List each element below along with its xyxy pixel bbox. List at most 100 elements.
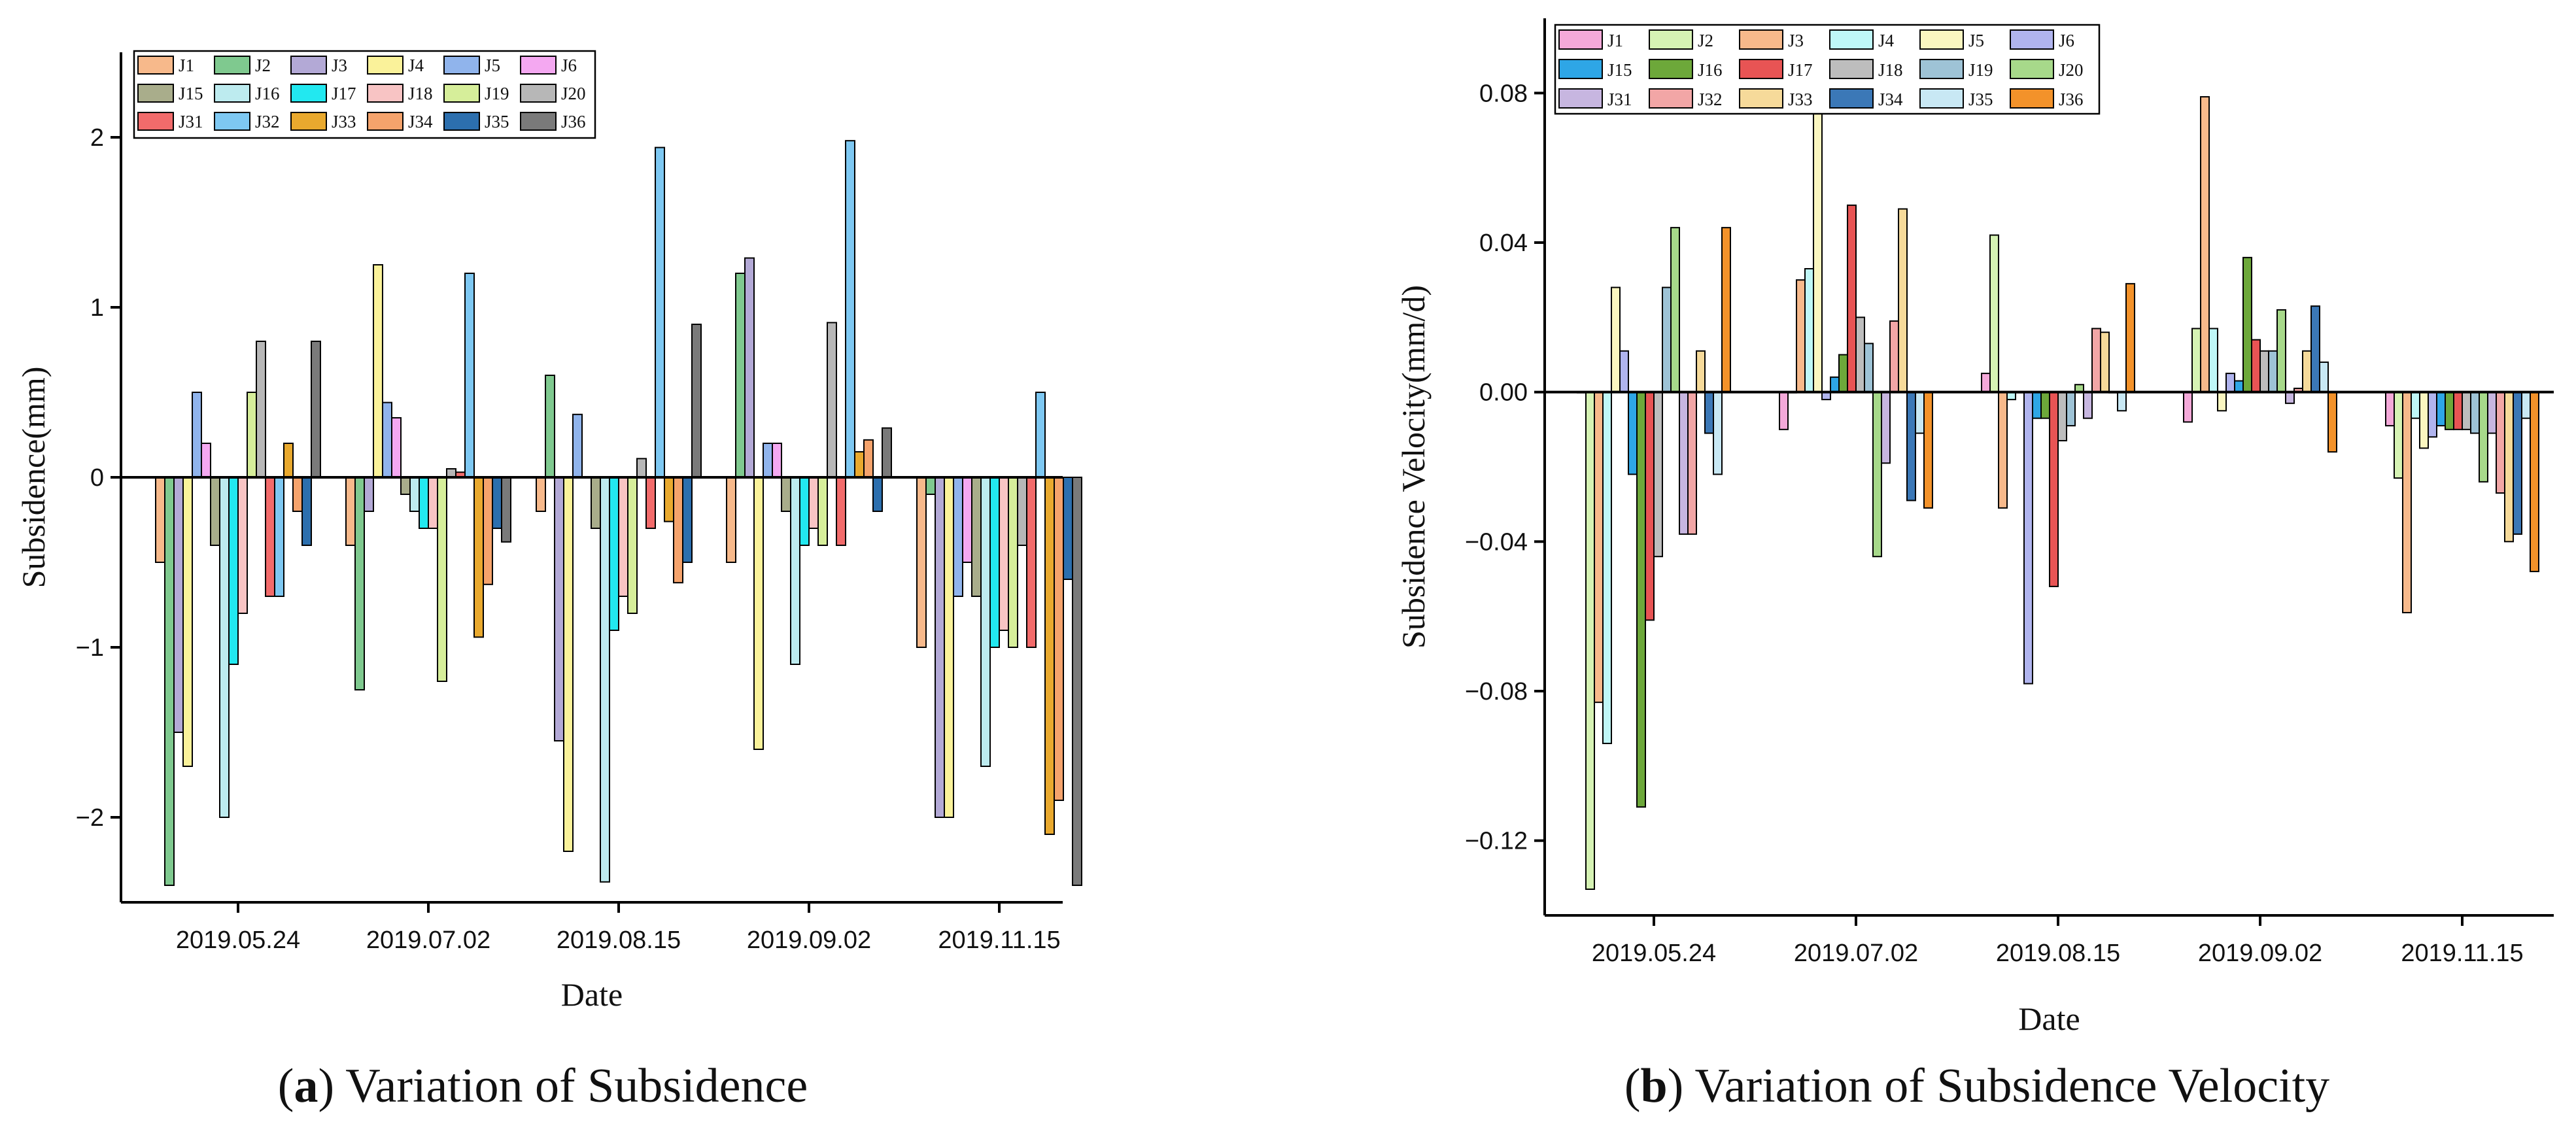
legend-swatch xyxy=(443,56,480,75)
y-tick-label: −2 xyxy=(76,804,104,832)
bar-j2-2019-09-02 xyxy=(735,273,746,478)
bar-j33-2019-11-15 xyxy=(2504,391,2514,543)
legend-label: J15 xyxy=(179,84,203,103)
legend-swatch xyxy=(1829,88,1874,109)
bar-j34-2019-07-02 xyxy=(1906,391,1916,502)
x-ticks: 2019.05.24 2019.07.02 2019.08.15 2019.09.02… xyxy=(176,902,1061,954)
bar-j36-2019-05-24 xyxy=(1721,227,1731,393)
bar-j36-2019-08-15 xyxy=(2125,282,2135,393)
bar-j31-2019-05-24 xyxy=(1679,391,1689,535)
bar-j34-2019-07-02 xyxy=(483,477,493,585)
bar-j2-2019-05-24 xyxy=(1585,391,1595,890)
legend-swatch xyxy=(520,84,557,103)
bar-j5-2019-09-02 xyxy=(2217,391,2227,412)
bar-j1-2019-11-15 xyxy=(2385,391,2395,427)
legend-swatch xyxy=(367,84,404,103)
legend-label: J16 xyxy=(255,84,280,103)
legend-label: J35 xyxy=(1968,90,1993,109)
bar-j18-2019-05-24 xyxy=(1653,391,1663,558)
bar-j1-2019-11-15 xyxy=(916,477,927,648)
bar-j31-2019-08-15 xyxy=(2083,391,2093,419)
legend: J1 J2 J3 J4 J5 J6 J15 J16 J17 J18 J19 J20 J31 J32 J33 J… xyxy=(133,50,596,139)
legend-swatch xyxy=(1558,59,1603,79)
bar-j19-2019-09-02 xyxy=(817,477,828,546)
legend-label: J17 xyxy=(1788,60,1813,80)
bar-j2-2019-05-24 xyxy=(164,477,175,886)
bar-j4-2019-08-15 xyxy=(563,477,574,852)
bar-j32-2019-09-02 xyxy=(845,140,855,478)
y-tick-label: 0.00 xyxy=(1479,379,1528,407)
x-tick-label: 2019.08.15 xyxy=(557,926,681,954)
bar-j16-2019-07-02 xyxy=(409,477,420,512)
bar-j32-2019-08-15 xyxy=(2091,328,2101,393)
legend-label: J1 xyxy=(1607,31,1623,50)
x-axis-title: Date xyxy=(2018,1000,2080,1037)
bar-j4-2019-07-02 xyxy=(373,264,383,478)
bar-j5-2019-07-02 xyxy=(382,401,392,478)
bar-j15-2019-11-15 xyxy=(2436,391,2446,427)
bar-j16-2019-09-02 xyxy=(790,477,800,665)
bar-j15-2019-05-24 xyxy=(1628,391,1638,475)
bar-j35-2019-11-15 xyxy=(1063,477,1073,580)
legend-swatch xyxy=(290,84,327,103)
legend-swatch xyxy=(1558,29,1603,50)
bar-j5-2019-09-02 xyxy=(763,443,773,478)
bar-j31-2019-05-24 xyxy=(265,477,275,597)
bar-j31-2019-08-15 xyxy=(645,477,656,529)
x-ticks: 2019.05.24 2019.07.02 2019.08.15 2019.09.02… xyxy=(1592,915,2524,967)
bar-j5-2019-07-02 xyxy=(1813,107,1823,393)
x-tick-label: 2019.09.02 xyxy=(2198,940,2322,967)
bar-j35-2019-09-02 xyxy=(2319,361,2329,393)
bar-j4-2019-11-15 xyxy=(944,477,954,818)
bar-j16-2019-08-15 xyxy=(600,477,610,883)
bar-j16-2019-05-24 xyxy=(219,477,230,818)
legend-swatch xyxy=(520,112,557,131)
bar-j15-2019-07-02 xyxy=(1830,376,1840,393)
bar-j3-2019-07-02 xyxy=(364,477,374,512)
bar-j32-2019-08-15 xyxy=(655,146,665,478)
bar-j19-2019-08-15 xyxy=(2066,391,2076,427)
bar-j35-2019-07-02 xyxy=(1915,391,1925,434)
bar-j18-2019-09-02 xyxy=(808,477,819,529)
bar-j5-2019-11-15 xyxy=(953,477,963,597)
bar-j15-2019-08-15 xyxy=(591,477,601,529)
bar-j17-2019-08-15 xyxy=(2049,391,2059,587)
bar-j31-2019-09-02 xyxy=(2285,391,2295,404)
subsidence-velocity-chart: −0.12−0.08−0.040.000.040.08 2019.05.24 20… xyxy=(1395,18,2554,1113)
legend-swatch xyxy=(2010,29,2054,50)
bar-j3-2019-09-02 xyxy=(744,257,755,478)
legend-frame xyxy=(133,50,596,139)
bar-j32-2019-07-02 xyxy=(1889,320,1899,393)
bar-j19-2019-09-02 xyxy=(2268,350,2278,393)
bar-j3-2019-05-24 xyxy=(173,477,184,733)
legend-swatch xyxy=(290,56,327,75)
x-tick-label: 2019.09.02 xyxy=(747,926,871,954)
bar-j2-2019-11-15 xyxy=(925,477,936,495)
bar-j34-2019-05-24 xyxy=(292,477,303,512)
bar-j16-2019-11-15 xyxy=(980,477,991,767)
y-tick-label: −0.04 xyxy=(1465,528,1528,556)
bar-j20-2019-09-02 xyxy=(827,322,837,478)
bar-j15-2019-09-02 xyxy=(2234,380,2244,393)
legend-label: J34 xyxy=(408,112,433,131)
legend-label: J2 xyxy=(255,56,271,75)
y-axis-title: Subsidence(mm) xyxy=(15,367,52,588)
legend-swatch xyxy=(214,112,250,131)
legend-label: J5 xyxy=(1968,31,1984,50)
bar-j20-2019-07-02 xyxy=(1872,391,1882,558)
legend-swatch xyxy=(290,112,327,131)
bar-j19-2019-11-15 xyxy=(2470,391,2480,434)
bar-j6-2019-11-15 xyxy=(962,477,972,563)
y-tick-label: −0.08 xyxy=(1465,678,1528,706)
bar-j18-2019-08-15 xyxy=(618,477,628,597)
bar-j20-2019-11-15 xyxy=(2479,391,2488,483)
bar-j6-2019-08-15 xyxy=(2023,391,2033,685)
bar-j33-2019-08-15 xyxy=(664,477,674,522)
bar-j6-2019-09-02 xyxy=(772,443,782,478)
bar-j6-2019-05-24 xyxy=(201,443,211,478)
legend-label: J33 xyxy=(1788,90,1813,109)
bar-j33-2019-07-02 xyxy=(473,477,484,638)
legend-swatch xyxy=(1919,29,1964,50)
legend-label: J3 xyxy=(332,56,347,75)
caption-text: ) Variation of Subsidence Velocity xyxy=(1668,1059,2330,1113)
